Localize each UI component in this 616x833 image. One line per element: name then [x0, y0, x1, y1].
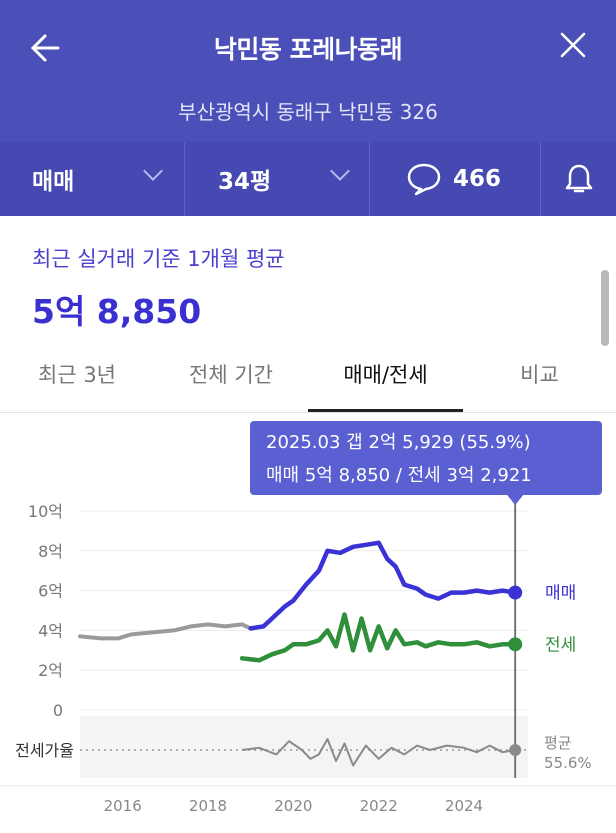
sale-marker: [508, 585, 523, 600]
toolbar-divider: [184, 142, 185, 216]
page-title: 낙민동 포레나동래: [213, 35, 403, 64]
bell-icon: [565, 164, 592, 193]
sale-line-early: [78, 622, 266, 641]
address-text: 부산광역시 동래구 낙민동 326: [178, 100, 438, 124]
close-icon[interactable]: [558, 30, 588, 60]
sale-line: [248, 540, 518, 631]
chevron-down-icon: [330, 161, 350, 181]
summary-caption: 최근 실거래 기준 1개월 평균: [32, 247, 285, 271]
sale-end-label: 매매: [545, 584, 576, 604]
x-tick-label: 2024: [445, 797, 483, 815]
tab-all-period[interactable]: 전체 기간: [189, 363, 273, 387]
ratio-label: 전세가율: [15, 741, 74, 760]
trade-type-label: 매매: [32, 169, 75, 195]
tooltip-box: [250, 421, 602, 495]
y-tick-label: 2억: [38, 661, 63, 680]
toolbar-divider: [369, 142, 370, 216]
jeonse-line: [239, 612, 518, 663]
chat-bubble-icon: [407, 163, 441, 196]
tooltip-line-2: 매매 5억 8,850 / 전세 3억 2,921: [266, 465, 532, 486]
size-select[interactable]: 34평: [185, 142, 369, 216]
x-tick-label: 2018: [189, 797, 227, 815]
trade-type-select[interactable]: 매매: [0, 142, 184, 216]
tooltip-line-1: 2025.03 갭 2억 5,929 (55.9%): [266, 432, 531, 453]
x-tick-label: 2022: [360, 797, 398, 815]
filter-toolbar: 매매 34평 466: [0, 142, 616, 216]
y-tick-label: 4억: [38, 621, 63, 640]
price-chart[interactable]: 10억 8억 6억 4억 2억 0 전세가율 2016 2018 2020 2022 2024 매매전세…: [0, 413, 616, 833]
x-tick-label: 2020: [274, 797, 312, 815]
y-tick-label: 0: [53, 701, 63, 720]
active-tab-indicator: [308, 409, 463, 412]
y-tick-label: 8억: [38, 542, 63, 561]
notification-button[interactable]: [541, 142, 616, 216]
x-tick-label: 2016: [104, 797, 142, 815]
app-header: 낙민동 포레나동래 부산광역시 동래구 낙민동 326 매매 34평 466: [0, 0, 616, 216]
toolbar-divider: [540, 142, 541, 216]
ratio-end-label: 평균: [544, 734, 572, 752]
title-bar: 낙민동 포레나동래: [0, 0, 616, 95]
back-arrow-icon[interactable]: [28, 30, 64, 66]
comment-count: 466: [453, 166, 502, 192]
tab-recent-3y[interactable]: 최근 3년: [38, 363, 116, 387]
tab-compare[interactable]: 비교: [520, 363, 559, 387]
jeonse-marker: [508, 637, 523, 652]
ratio-marker: [509, 744, 522, 756]
ratio-end-value: 55.6%: [544, 754, 592, 772]
jeonse-end-label: 전세: [545, 635, 576, 655]
summary-price: 5억 8,850: [32, 292, 202, 331]
tooltip-pointer: [507, 495, 524, 505]
y-tick-label: 6억: [38, 582, 63, 601]
tab-sale-jeonse[interactable]: 매매/전세: [343, 363, 428, 387]
comments-button[interactable]: 466: [370, 142, 540, 216]
ratio-line: [241, 738, 516, 767]
chevron-down-icon: [143, 161, 163, 181]
scrollbar[interactable]: [601, 270, 609, 346]
y-tick-label: 10억: [28, 502, 63, 521]
size-label: 34평: [218, 169, 272, 195]
period-tabs: 최근 3년 전체 기간 매매/전세 비교: [0, 345, 616, 413]
